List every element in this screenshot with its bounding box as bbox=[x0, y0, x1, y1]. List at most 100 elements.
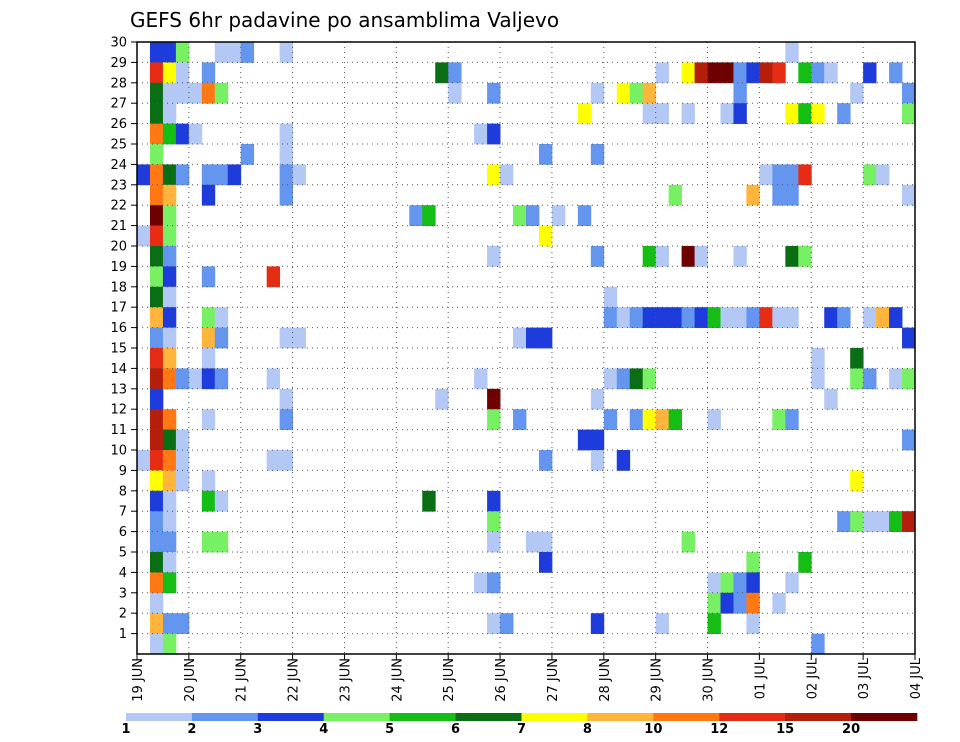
heatmap-cell bbox=[733, 307, 747, 328]
heatmap-cell bbox=[435, 62, 449, 84]
heatmap-cell bbox=[188, 82, 203, 104]
heatmap-cell bbox=[889, 511, 903, 532]
heatmap-cell bbox=[487, 123, 501, 145]
heatmap-cell bbox=[162, 409, 177, 430]
heatmap-cell bbox=[772, 409, 786, 430]
heatmap-cell bbox=[863, 62, 877, 84]
heatmap-cell bbox=[487, 388, 501, 410]
heatmap-cell bbox=[811, 62, 825, 84]
heatmap-cell bbox=[538, 531, 553, 553]
heatmap-cell bbox=[279, 123, 293, 145]
heatmap-cell bbox=[642, 103, 657, 124]
heatmap-cell bbox=[590, 246, 605, 267]
x-tick-label: 04 JUL bbox=[909, 657, 924, 699]
heatmap-cell bbox=[590, 144, 605, 165]
heatmap-cell bbox=[149, 429, 164, 451]
heatmap-cell bbox=[240, 42, 255, 63]
heatmap-cell bbox=[681, 531, 695, 553]
heatmap-cell bbox=[798, 62, 812, 84]
heatmap-cell bbox=[707, 409, 721, 430]
heatmap-cell bbox=[603, 409, 618, 430]
heatmap-cell bbox=[162, 511, 177, 532]
heatmap-cell bbox=[279, 327, 293, 349]
heatmap-cell bbox=[201, 164, 216, 186]
heatmap-cell bbox=[487, 246, 501, 267]
colorbar: 1 2 3 4 5 6 7 8 10 12 15 20 bbox=[121, 713, 918, 737]
heatmap-cell bbox=[487, 531, 501, 553]
heatmap-cell bbox=[902, 184, 916, 206]
heatmap-cell bbox=[772, 592, 786, 614]
x-tick-label: 01 JUL bbox=[753, 657, 768, 699]
heatmap-cell bbox=[487, 613, 501, 634]
heatmap-cell bbox=[487, 490, 501, 512]
heatmap-cell bbox=[720, 103, 734, 124]
colorbar-swatch bbox=[521, 713, 588, 721]
heatmap-cell bbox=[149, 572, 164, 594]
heatmap-cell bbox=[500, 613, 514, 634]
heatmap-cell bbox=[538, 552, 553, 573]
heatmap-cell bbox=[798, 103, 812, 124]
heatmap-cell bbox=[279, 184, 293, 206]
heatmap-cell bbox=[785, 184, 799, 206]
heatmap-cell bbox=[616, 82, 631, 104]
heatmap-cell bbox=[837, 511, 851, 532]
y-tick-label: 14 bbox=[110, 362, 127, 377]
heatmap-cell bbox=[655, 62, 670, 84]
gridlines bbox=[137, 42, 915, 654]
heatmap-cell bbox=[227, 42, 242, 63]
heatmap-cell bbox=[201, 368, 216, 390]
y-tick-label: 12 bbox=[110, 403, 127, 418]
heatmap-cell bbox=[759, 164, 773, 186]
heatmap-cell bbox=[175, 123, 190, 145]
heatmap-cells bbox=[137, 42, 916, 655]
heatmap-cell bbox=[279, 388, 293, 410]
heatmap-cell bbox=[889, 307, 903, 328]
heatmap-cell bbox=[214, 368, 229, 390]
x-tick-label: 26 JUN bbox=[494, 658, 509, 702]
heatmap-cell bbox=[162, 572, 177, 594]
colorbar-label: 12 bbox=[710, 722, 728, 737]
heatmap-cell bbox=[149, 388, 164, 410]
colorbar-swatch bbox=[653, 713, 720, 721]
heatmap-cell bbox=[227, 164, 242, 186]
heatmap-cell bbox=[603, 368, 618, 390]
heatmap-cell bbox=[538, 225, 553, 247]
heatmap-cell bbox=[526, 205, 540, 226]
colorbar-swatch bbox=[455, 713, 522, 721]
heatmap-cell bbox=[681, 307, 695, 328]
heatmap-cell bbox=[149, 490, 164, 512]
heatmap-cell bbox=[474, 572, 488, 594]
heatmap-cell bbox=[279, 42, 293, 63]
y-tick-label: 30 bbox=[110, 36, 127, 51]
colorbar-swatch bbox=[719, 713, 786, 721]
colorbar-label: 1 bbox=[121, 722, 130, 737]
heatmap-cell bbox=[175, 42, 190, 63]
heatmap-cell bbox=[889, 368, 903, 390]
colorbar-label: 6 bbox=[451, 722, 460, 737]
heatmap-cell bbox=[642, 307, 657, 328]
heatmap-cell bbox=[746, 184, 760, 206]
colorbar-swatch bbox=[389, 713, 456, 721]
heatmap-cell bbox=[279, 409, 293, 430]
heatmap-cell bbox=[162, 246, 177, 267]
heatmap-cell bbox=[863, 307, 877, 328]
heatmap-cell bbox=[500, 164, 514, 186]
heatmap-cell bbox=[149, 123, 164, 145]
heatmap-cell bbox=[889, 62, 903, 84]
colorbar-label: 5 bbox=[385, 722, 394, 737]
heatmap-cell bbox=[720, 592, 734, 614]
heatmap-cell bbox=[526, 327, 540, 349]
heatmap-cell bbox=[266, 368, 281, 390]
heatmap-cell bbox=[616, 307, 631, 328]
heatmap-cell bbox=[785, 246, 799, 267]
heatmap-cell bbox=[448, 82, 462, 104]
heatmap-cell bbox=[149, 205, 164, 226]
heatmap-cell bbox=[513, 205, 527, 226]
y-tick-label: 20 bbox=[110, 240, 127, 255]
heatmap-cell bbox=[201, 348, 216, 369]
y-tick-label: 22 bbox=[110, 199, 127, 214]
x-tick-label: 30 JUN bbox=[702, 658, 717, 702]
heatmap-cell bbox=[214, 307, 229, 328]
heatmap-cell bbox=[292, 164, 306, 186]
heatmap-cell bbox=[188, 368, 203, 390]
